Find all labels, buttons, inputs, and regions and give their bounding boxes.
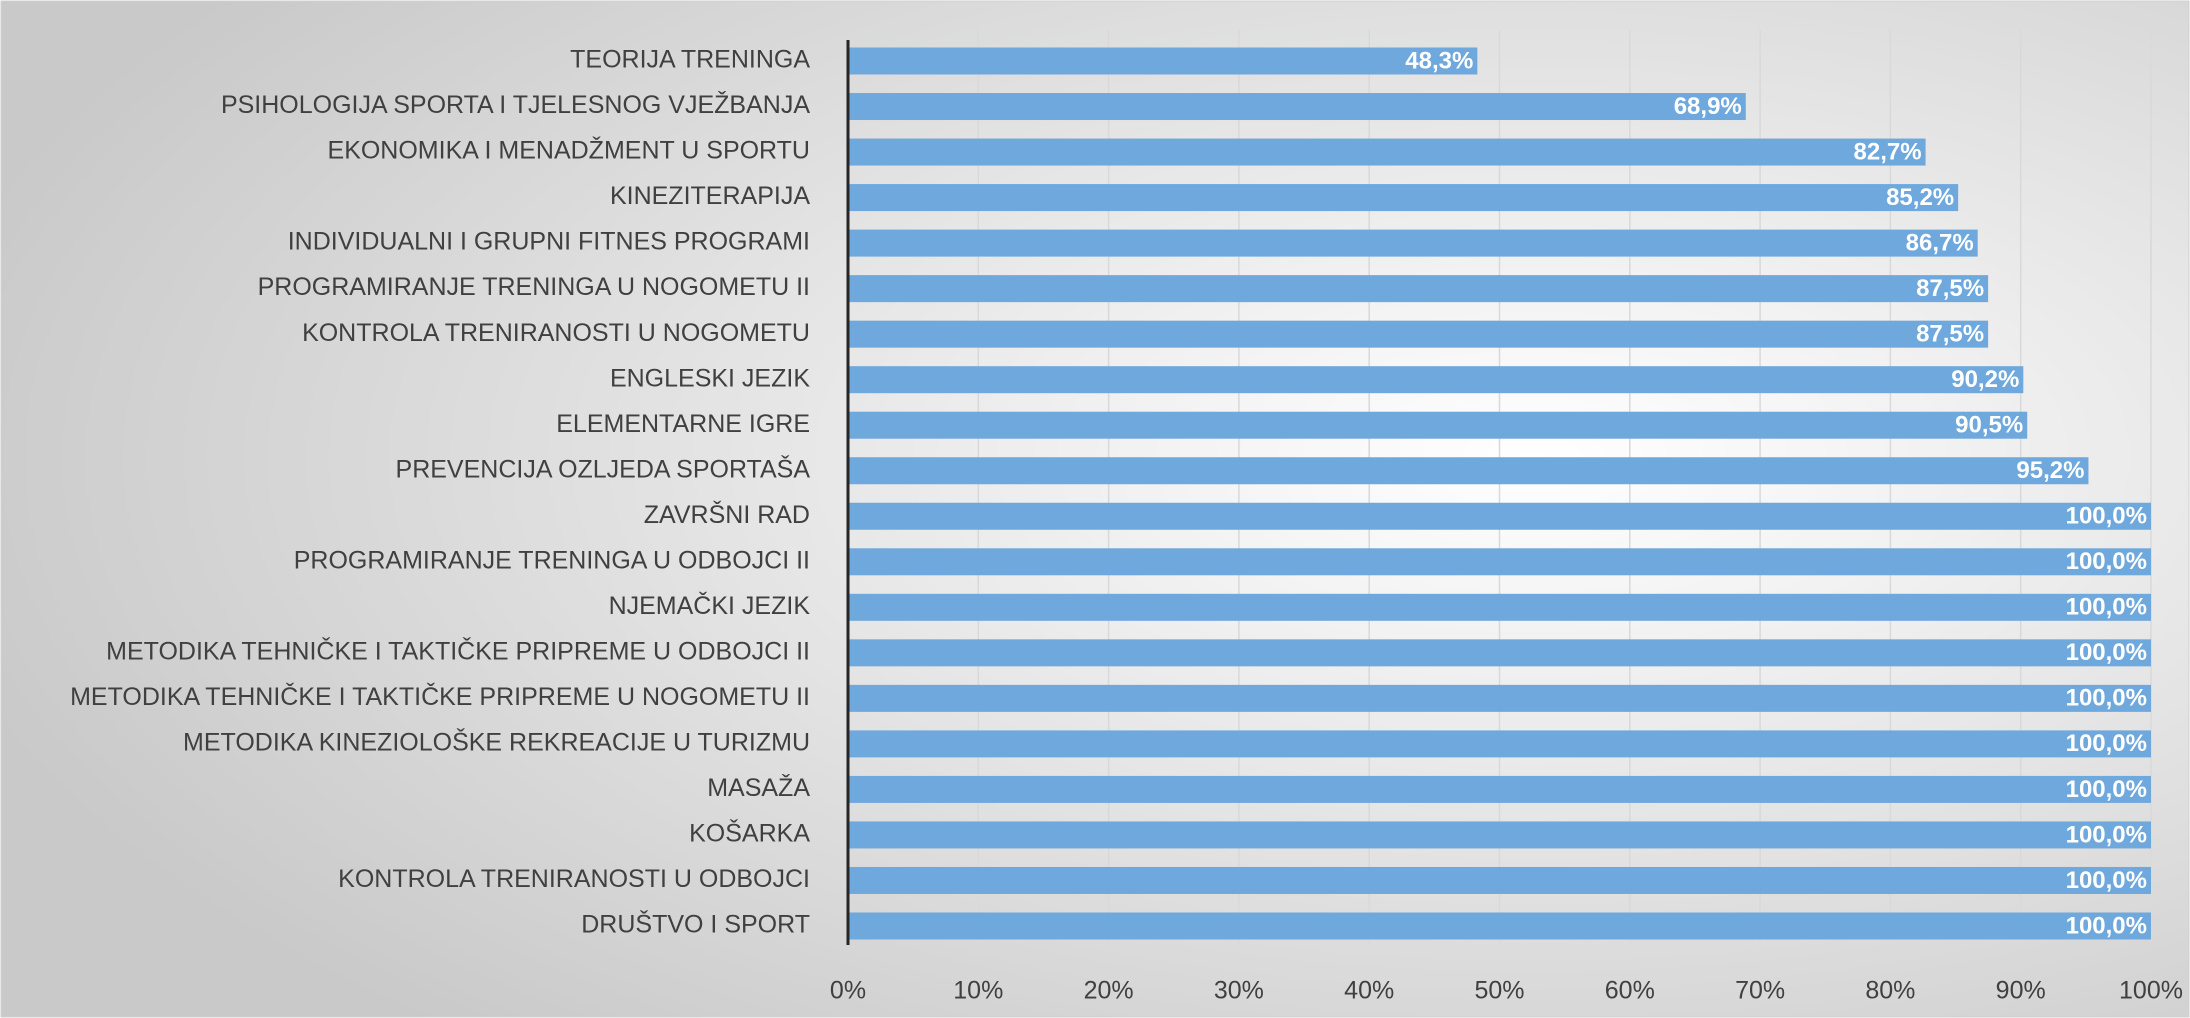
category-label: EKONOMIKA I MENADŽMENT U SPORTU	[328, 136, 810, 165]
bar	[848, 366, 2024, 394]
bar	[848, 93, 1746, 121]
category-label: METODIKA TEHNIČKE I TAKTIČKE PRIPREME U …	[106, 636, 810, 665]
category-label: KONTROLA TRENIRANOSTI U NOGOMETU	[302, 319, 810, 347]
x-tick-label: 90%	[1996, 977, 2046, 1005]
bar	[848, 912, 2151, 940]
value-label: 68,9%	[1674, 93, 1742, 120]
category-label: ENGLESKI JEZIK	[610, 364, 810, 392]
value-label: 100,0%	[2066, 867, 2147, 894]
x-tick-label: 70%	[1735, 977, 1785, 1005]
category-label: ZAVRŠNI RAD	[644, 500, 810, 529]
bar	[848, 47, 1478, 75]
category-label: TEORIJA TRENINGA	[570, 46, 810, 74]
category-label: PSIHOLOGIJA SPORTA I TJELESNOG VJEŽBANJA	[221, 90, 810, 119]
bar	[848, 275, 1989, 303]
category-label: KINEZITERAPIJA	[610, 182, 810, 210]
bar	[848, 184, 1959, 212]
value-label: 87,5%	[1916, 275, 1984, 302]
bar	[848, 229, 1978, 257]
value-label: 100,0%	[2066, 821, 2147, 848]
category-label: PROGRAMIRANJE TRENINGA U ODBOJCI II	[294, 546, 810, 574]
x-tick-label: 60%	[1605, 977, 1655, 1005]
category-label: MASAŽA	[707, 773, 810, 802]
value-label: 90,5%	[1955, 412, 2023, 439]
value-label: 100,0%	[2066, 639, 2147, 666]
bar	[848, 548, 2151, 576]
value-label: 48,3%	[1405, 47, 1473, 74]
bar	[848, 775, 2151, 803]
bar	[848, 502, 2151, 530]
bar	[848, 866, 2151, 894]
category-label: NJEMAČKI JEZIK	[609, 591, 811, 620]
category-label: PROGRAMIRANJE TRENINGA U NOGOMETU II	[258, 273, 810, 301]
category-label: DRUŠTVO I SPORT	[581, 910, 810, 939]
bar	[848, 593, 2151, 621]
x-tick-label: 10%	[953, 977, 1003, 1005]
value-label: 100,0%	[2066, 730, 2147, 757]
value-label: 86,7%	[1906, 229, 1974, 256]
bar	[848, 457, 2089, 485]
value-label: 100,0%	[2066, 594, 2147, 621]
value-label: 100,0%	[2066, 776, 2147, 803]
category-label: METODIKA KINEZIOLOŠKE REKREACIJE U TURIZ…	[183, 728, 810, 757]
category-label: INDIVIDUALNI I GRUPNI FITNES PROGRAMI	[288, 228, 810, 256]
value-label: 87,5%	[1916, 321, 1984, 348]
x-tick-label: 30%	[1214, 977, 1264, 1005]
category-label: KOŠARKA	[689, 819, 810, 848]
x-tick-label: 0%	[830, 977, 866, 1005]
bar	[848, 639, 2151, 667]
x-tick-label: 20%	[1084, 977, 1134, 1005]
value-label: 100,0%	[2066, 503, 2147, 530]
value-label: 90,2%	[1951, 366, 2019, 393]
category-label: PREVENCIJA OZLJEDA SPORTAŠA	[396, 454, 811, 483]
category-label: ELEMENTARNE IGRE	[556, 410, 810, 438]
value-label: 100,0%	[2066, 912, 2147, 939]
x-tick-label: 100%	[2119, 977, 2183, 1005]
bar	[848, 730, 2151, 758]
x-tick-label: 50%	[1474, 977, 1524, 1005]
x-tick-label: 40%	[1344, 977, 1394, 1005]
bar	[848, 411, 2028, 439]
bar	[848, 821, 2151, 849]
value-label: 85,2%	[1886, 184, 1954, 211]
bar	[848, 320, 1989, 348]
value-label: 82,7%	[1854, 138, 1922, 165]
x-tick-label: 80%	[1865, 977, 1915, 1005]
bar	[848, 138, 1926, 166]
value-label: 100,0%	[2066, 548, 2147, 575]
category-label: KONTROLA TRENIRANOSTI U ODBOJCI	[338, 865, 810, 893]
value-label: 100,0%	[2066, 685, 2147, 712]
bar	[848, 684, 2151, 712]
value-label: 95,2%	[2016, 457, 2084, 484]
category-label: METODIKA TEHNIČKE I TAKTIČKE PRIPREME U …	[70, 682, 810, 711]
